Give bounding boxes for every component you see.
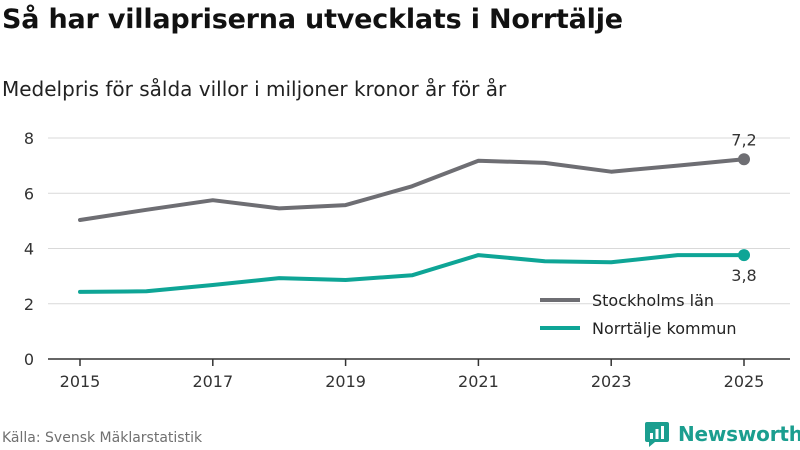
- source-note: Källa: Svensk Mäklarstatistik: [2, 430, 203, 446]
- y-tick-label-6: 6: [24, 184, 34, 203]
- chart-title: Så har villapriserna utvecklats i Norrtä…: [2, 4, 623, 35]
- y-tick-label-0: 0: [24, 350, 34, 369]
- newsworthy-logo-icon: [645, 422, 669, 447]
- series-endpoint-norrtälje-kommun: [738, 249, 750, 262]
- x-tick-label-2025: 2025: [724, 372, 765, 391]
- series-end-label-norrtälje-kommun: 3,8: [731, 266, 756, 285]
- brand-logo: Newsworthy: [644, 420, 800, 448]
- legend-label-stockholms-län: Stockholms län: [592, 291, 714, 310]
- series-line-stockholms-län: [78, 157, 746, 222]
- line-chart: 0 2 4 6 8 2015 2017 2019 2021 2023 2025 7,2 3,8 Stock…: [24, 129, 790, 391]
- y-tick-label-2: 2: [24, 295, 34, 314]
- series-end-label-stockholms-län: 7,2: [731, 130, 756, 149]
- y-tick-label-8: 8: [24, 129, 34, 148]
- x-tick-label-2017: 2017: [192, 372, 233, 391]
- chart-subtitle: Medelpris för sålda villor i miljoner kr…: [2, 77, 507, 101]
- legend-label-norrtälje-kommun: Norrtälje kommun: [592, 319, 736, 338]
- x-tick-label-2019: 2019: [325, 372, 366, 391]
- brand-name: Newsworthy: [678, 422, 800, 446]
- x-tick-label-2023: 2023: [591, 372, 632, 391]
- series-endpoint-stockholms-län: [738, 153, 750, 166]
- x-tick-label-2015: 2015: [60, 372, 101, 391]
- y-tick-label-4: 4: [24, 240, 34, 259]
- x-tick-label-2021: 2021: [458, 372, 499, 391]
- series-line-norrtälje-kommun: [78, 253, 746, 294]
